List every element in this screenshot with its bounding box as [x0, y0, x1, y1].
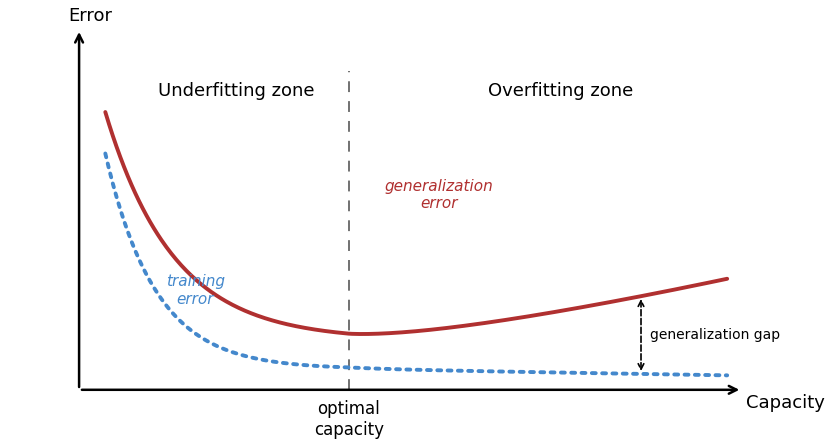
Text: generalization gap: generalization gap	[650, 328, 780, 342]
Text: generalization
error: generalization error	[384, 179, 493, 211]
Text: training
error: training error	[166, 274, 225, 307]
Text: Overfitting zone: Overfitting zone	[488, 82, 633, 100]
Text: Underfitting zone: Underfitting zone	[159, 82, 315, 100]
Text: optimal
capacity: optimal capacity	[314, 400, 383, 439]
Text: Error: Error	[68, 7, 112, 25]
Text: Capacity: Capacity	[746, 394, 825, 412]
